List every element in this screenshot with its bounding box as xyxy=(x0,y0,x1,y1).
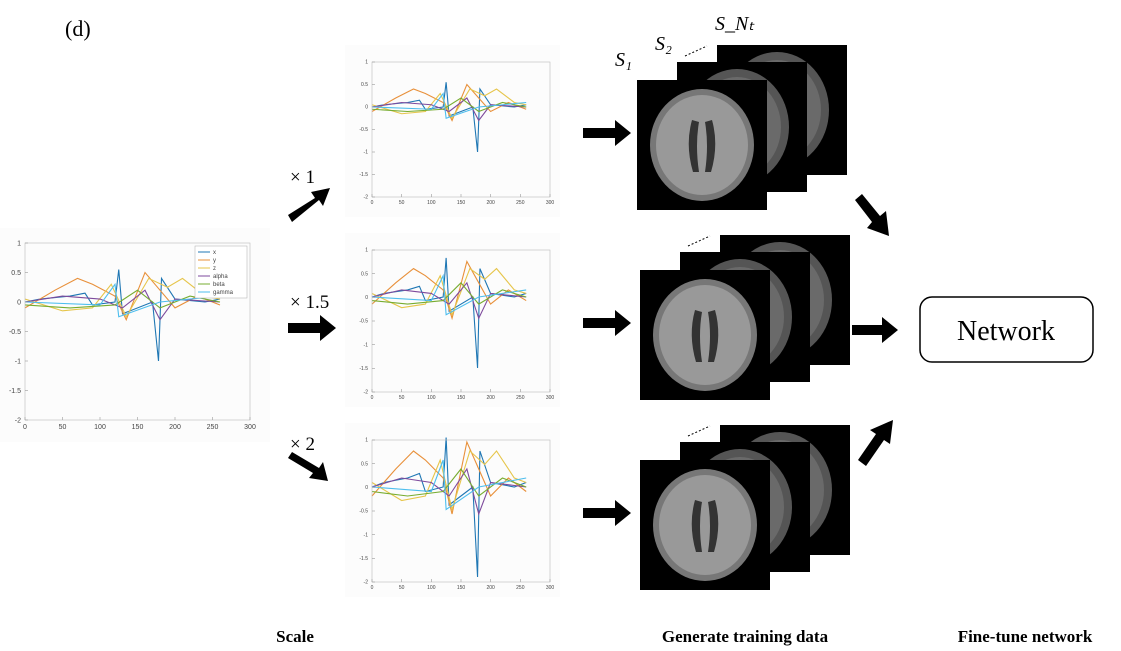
x-tick-label: 150 xyxy=(457,395,466,401)
image-stack xyxy=(640,425,850,590)
y-tick-label: 0 xyxy=(365,485,368,491)
x-tick-label: 250 xyxy=(516,395,525,401)
x-tick-label: 50 xyxy=(399,395,405,401)
slice-label: S₂ xyxy=(655,33,672,55)
x-tick-label: 300 xyxy=(244,424,256,431)
x-tick-label: 300 xyxy=(546,585,555,591)
x-tick-label: 250 xyxy=(516,585,525,591)
y-tick-label: 0 xyxy=(17,299,21,306)
y-tick-label: -1 xyxy=(364,150,369,156)
x-tick-label: 150 xyxy=(132,424,144,431)
x-tick-label: 100 xyxy=(427,395,436,401)
y-tick-label: -1 xyxy=(364,342,369,348)
y-tick-label: 0.5 xyxy=(361,461,368,467)
x-tick-label: 200 xyxy=(486,585,495,591)
panel-label: (d) xyxy=(65,16,91,41)
y-tick-label: 1 xyxy=(365,60,368,66)
legend-label: alpha xyxy=(213,274,228,280)
stage-caption: Fine-tune network xyxy=(958,627,1093,646)
legend-label: z xyxy=(213,266,216,272)
y-tick-label: 0.5 xyxy=(361,271,368,277)
x-tick-label: 300 xyxy=(546,395,555,401)
x-tick-label: 0 xyxy=(371,585,374,591)
y-tick-label: -1.5 xyxy=(359,366,368,372)
x-tick-label: 0 xyxy=(23,424,27,431)
y-tick-label: -1.5 xyxy=(359,172,368,178)
x-tick-label: 200 xyxy=(169,424,181,431)
y-tick-label: 0.5 xyxy=(11,270,21,277)
y-tick-label: -2 xyxy=(364,580,369,586)
figure: (d) S₁ S₂ S_Nₜ Network × 1 × 1.5 × 2 Sca… xyxy=(0,0,1121,651)
scaled-plot xyxy=(345,45,560,217)
y-tick-label: -2 xyxy=(15,417,21,424)
x-tick-label: 200 xyxy=(486,395,495,401)
y-tick-label: 0 xyxy=(365,295,368,301)
x-tick-label: 150 xyxy=(457,200,466,206)
x-tick-label: 100 xyxy=(427,585,436,591)
slice-label: S₁ xyxy=(615,49,632,71)
y-tick-label: 0 xyxy=(365,105,368,111)
y-tick-label: -2 xyxy=(364,390,369,396)
y-tick-label: -0.5 xyxy=(359,509,368,515)
x-tick-label: 50 xyxy=(399,585,405,591)
y-tick-label: -1 xyxy=(364,532,369,538)
image-stack xyxy=(640,235,850,400)
x-tick-label: 150 xyxy=(457,585,466,591)
y-tick-label: -1.5 xyxy=(359,556,368,562)
slice-label: S_Nₜ xyxy=(715,13,755,35)
legend-label: gamma xyxy=(213,290,234,296)
legend-label: beta xyxy=(213,282,225,288)
x-tick-label: 250 xyxy=(207,424,219,431)
x-tick-label: 0 xyxy=(371,200,374,206)
stage-caption: Scale xyxy=(276,627,314,646)
y-tick-label: -1 xyxy=(15,358,21,365)
y-tick-label: -0.5 xyxy=(359,127,368,133)
y-tick-label: 1 xyxy=(17,240,21,247)
x-tick-label: 50 xyxy=(399,200,405,206)
image-stack xyxy=(637,45,847,210)
y-tick-label: -0.5 xyxy=(9,329,21,336)
scaled-plot xyxy=(345,233,560,407)
scale-label: × 1.5 xyxy=(290,292,329,313)
legend-label: x xyxy=(213,250,216,256)
x-tick-label: 100 xyxy=(94,424,106,431)
x-tick-label: 200 xyxy=(486,200,495,206)
y-tick-label: 1 xyxy=(365,248,368,254)
network-label: Network xyxy=(957,316,1055,347)
scaled-plot xyxy=(345,423,560,597)
x-tick-label: 0 xyxy=(371,395,374,401)
scale-label: × 1 xyxy=(290,167,315,188)
y-tick-label: -2 xyxy=(364,195,369,201)
stage-caption: Generate training data xyxy=(662,627,829,646)
y-tick-label: -0.5 xyxy=(359,319,368,325)
scale-label: × 2 xyxy=(290,434,315,455)
y-tick-label: -1.5 xyxy=(9,388,21,395)
x-tick-label: 250 xyxy=(516,200,525,206)
x-tick-label: 50 xyxy=(59,424,67,431)
y-tick-label: 0.5 xyxy=(361,82,368,88)
x-tick-label: 100 xyxy=(427,200,436,206)
legend-label: y xyxy=(213,258,216,264)
x-tick-label: 300 xyxy=(546,200,555,206)
y-tick-label: 1 xyxy=(365,438,368,444)
